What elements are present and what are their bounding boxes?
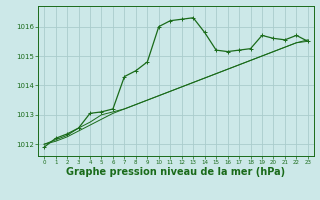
X-axis label: Graphe pression niveau de la mer (hPa): Graphe pression niveau de la mer (hPa) (67, 167, 285, 177)
